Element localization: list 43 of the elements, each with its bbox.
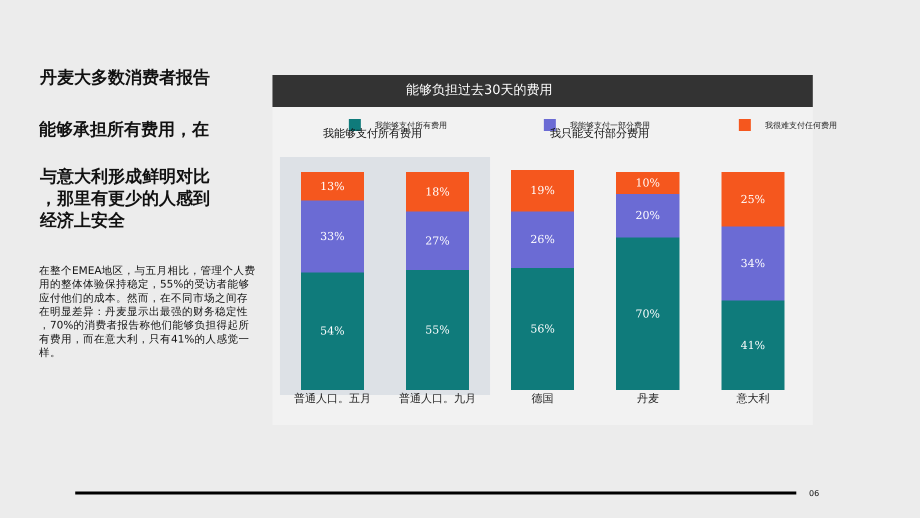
bar bbox=[721, 226, 784, 301]
bar bbox=[300, 172, 364, 200]
data-label: 18% bbox=[425, 185, 450, 198]
bar bbox=[300, 200, 364, 272]
bar bbox=[511, 170, 574, 212]
chart-title: 能够负担过去30天的费用 bbox=[406, 83, 553, 98]
text: 与意大利形成鲜明对比，那里有更少的人感到经济上安全 bbox=[39, 167, 210, 232]
legend-label: 我能够支付所有费用 bbox=[374, 121, 447, 130]
bar bbox=[300, 272, 364, 390]
bar bbox=[721, 300, 784, 390]
data-label: 33% bbox=[320, 230, 345, 243]
x-tick-label: 普通人口。九月 bbox=[399, 392, 476, 405]
data-label: 34% bbox=[740, 257, 766, 270]
bar bbox=[406, 172, 470, 212]
bar bbox=[616, 238, 680, 390]
x-tick-label: 丹麦 bbox=[636, 392, 659, 405]
legend-label: 我很难支付任何费用 bbox=[764, 121, 837, 130]
data-label: 26% bbox=[530, 233, 555, 246]
data-label: 41% bbox=[740, 338, 766, 352]
x-tick-label: 意大利 bbox=[735, 392, 770, 405]
data-label: 70% bbox=[636, 307, 660, 320]
data-label: 13% bbox=[320, 180, 345, 193]
bar bbox=[406, 270, 470, 390]
data-label: 25% bbox=[740, 192, 766, 206]
data-label: 10% bbox=[636, 176, 660, 190]
bar bbox=[511, 268, 574, 390]
text: 丹麦大多数消费者报告 bbox=[39, 68, 210, 88]
data-label: 19% bbox=[530, 184, 555, 198]
x-tick-label: 德国 bbox=[532, 392, 554, 405]
data-label: 27% bbox=[425, 234, 450, 248]
data-label: 20% bbox=[636, 209, 660, 222]
bar bbox=[616, 194, 680, 238]
text: 能够承担所有费用，在 bbox=[39, 120, 209, 140]
bar bbox=[511, 211, 574, 268]
bar bbox=[721, 172, 784, 227]
data-label: 55% bbox=[425, 324, 450, 337]
text: 06 bbox=[809, 489, 820, 498]
bar bbox=[616, 172, 680, 194]
text: 在整个EMEA地区，与五月相比，管理个人费用的整体体验保持稳定，55%的受访者能够应付他们的成本。然而，在不同市场之间存在明显差异：丹麦显示出最强的财务稳定性，70%的消费者报告称他们能够负担得起所有费用，而在意大利，只有41%的人感觉一样。 bbox=[39, 264, 256, 359]
data-label: 54% bbox=[320, 324, 345, 338]
bar bbox=[406, 211, 470, 270]
x-tick-label: 普通人口。五月 bbox=[294, 392, 371, 405]
data-label: 56% bbox=[530, 322, 555, 336]
